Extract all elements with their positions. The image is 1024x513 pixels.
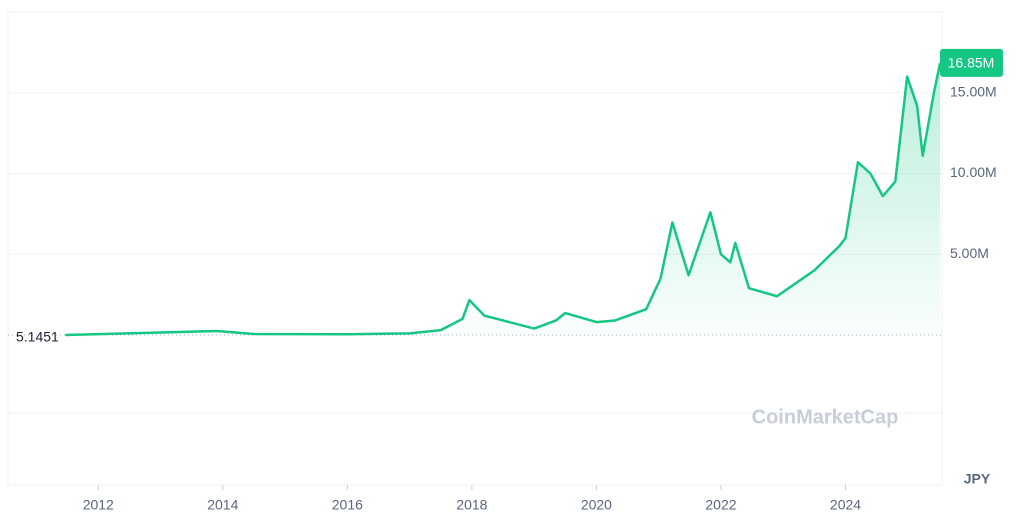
start-value-label: 5.1451	[16, 329, 59, 345]
last-value-label: 16.85M	[948, 55, 995, 71]
last-value-badge	[940, 48, 1003, 77]
watermark: CoinMarketCap	[752, 406, 899, 428]
x-tick-label: 2016	[332, 497, 363, 513]
x-tick-label: 2014	[207, 497, 238, 513]
x-tick-label: 2024	[830, 497, 861, 513]
y-tick-label: 10.00M	[950, 164, 997, 180]
x-tick-label: 2022	[705, 497, 736, 513]
y-tick-label: 5.00M	[950, 245, 989, 261]
x-tick-label: 2018	[456, 497, 487, 513]
area-fill	[65, 62, 941, 335]
price-line	[65, 62, 942, 337]
currency-label: JPY	[964, 471, 991, 487]
x-tick-label: 2012	[83, 497, 114, 513]
plot-frame	[7, 11, 943, 486]
x-tick-label: 2020	[581, 497, 612, 513]
y-tick-label: 15.00M	[950, 83, 997, 99]
